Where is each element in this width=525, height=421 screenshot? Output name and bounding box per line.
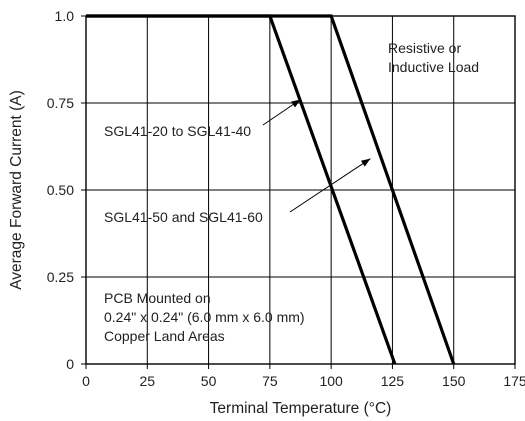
- annotation-line: 0.24" x 0.24" (6.0 mm x 6.0 mm): [104, 309, 305, 325]
- annotation-line: Inductive Load: [388, 59, 479, 75]
- annotation-line: SGL41-50 and SGL41-60: [104, 209, 263, 225]
- annotation-line: SGL41-20 to SGL41-40: [104, 123, 251, 139]
- x-tick-label: 175: [503, 373, 525, 389]
- annotation-pointer-line: [289, 158, 371, 213]
- annotation-line: Copper Land Areas: [104, 328, 225, 344]
- x-tick-label: 125: [381, 373, 405, 389]
- x-axis-ticks: 0 25 50 75 100 125 150 175: [82, 364, 525, 389]
- y-tick-label: 1.0: [55, 8, 75, 24]
- x-tick-label: 50: [201, 373, 217, 389]
- annotation-line: PCB Mounted on: [104, 290, 211, 306]
- x-tick-label: 100: [319, 373, 343, 389]
- x-tick-label: 25: [139, 373, 155, 389]
- series-line-2: [86, 14, 456, 365]
- annotation-line: Resistive or: [388, 40, 461, 56]
- y-tick-label: 0.75: [47, 95, 74, 111]
- x-axis-label: Terminal Temperature (°C): [210, 400, 392, 417]
- y-axis-ticks: 0 0.25 0.50 0.75 1.0: [47, 8, 86, 372]
- y-tick-label: 0.25: [47, 269, 74, 285]
- data-series: [86, 14, 456, 365]
- annotations: SGL41-20 to SGL41-40 SGL41-50 and SGL41-6…: [104, 40, 479, 344]
- annotation-3: Resistive or Inductive Load: [388, 40, 479, 75]
- annotation-1: SGL41-20 to SGL41-40: [104, 123, 251, 139]
- arrowhead-icon: [291, 99, 301, 108]
- annotation-4: PCB Mounted on 0.24" x 0.24" (6.0 mm x 6.…: [104, 290, 305, 344]
- y-tick-label: 0.50: [47, 182, 74, 198]
- annotation-2: SGL41-50 and SGL41-60: [104, 209, 263, 225]
- x-tick-label: 75: [262, 373, 278, 389]
- y-tick-label: 0: [66, 356, 74, 372]
- y-axis-label: Average Forward Current (A): [8, 90, 25, 290]
- x-tick-label: 150: [442, 373, 466, 389]
- arrowhead-icon: [360, 158, 371, 167]
- x-tick-label: 0: [82, 373, 90, 389]
